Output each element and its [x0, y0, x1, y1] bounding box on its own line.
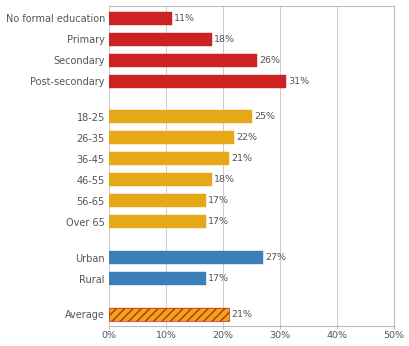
Bar: [109, 173, 211, 186]
Bar: [109, 216, 205, 228]
Bar: [109, 12, 171, 25]
Text: 18%: 18%: [213, 35, 234, 44]
Bar: [109, 75, 285, 88]
Bar: [109, 33, 211, 46]
Text: 21%: 21%: [230, 154, 252, 163]
Bar: [109, 152, 228, 165]
Text: 22%: 22%: [236, 134, 257, 143]
Bar: [109, 308, 228, 321]
Text: 31%: 31%: [287, 77, 308, 86]
Bar: [109, 308, 228, 321]
Text: 17%: 17%: [208, 217, 229, 226]
Text: 11%: 11%: [173, 13, 195, 22]
Text: 17%: 17%: [208, 197, 229, 206]
Text: 26%: 26%: [259, 56, 280, 65]
Bar: [109, 272, 205, 285]
Bar: [109, 251, 262, 264]
Text: 21%: 21%: [230, 310, 252, 319]
Text: 25%: 25%: [253, 112, 274, 121]
Bar: [109, 194, 205, 207]
Text: 17%: 17%: [208, 274, 229, 283]
Bar: [109, 110, 251, 124]
Text: 18%: 18%: [213, 175, 234, 184]
Bar: [109, 131, 234, 144]
Text: 27%: 27%: [265, 253, 285, 262]
Bar: [109, 54, 256, 67]
